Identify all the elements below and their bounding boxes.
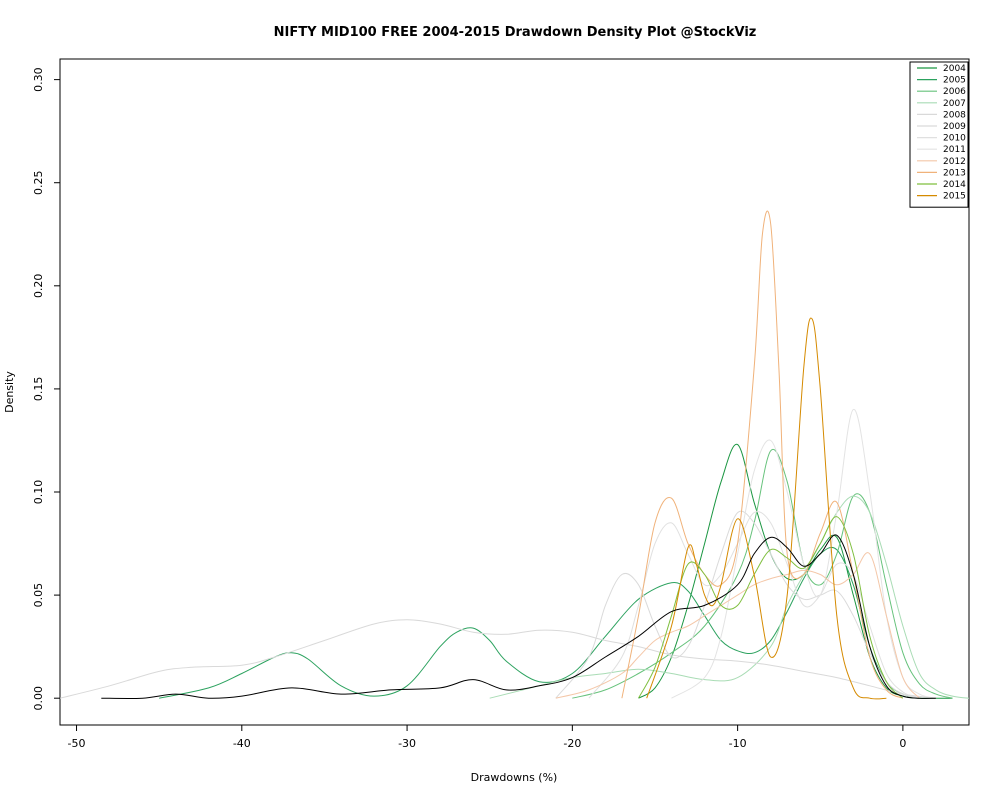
density-curve-2008 [59, 619, 936, 699]
legend-label: 2014 [943, 180, 966, 190]
y-tick-label: 0.00 [32, 686, 45, 711]
x-tick-label: -40 [233, 737, 251, 750]
legend-label: 2005 [943, 76, 966, 86]
legend-label: 2011 [943, 145, 966, 155]
x-axis: -50 -40 -30 -20 -10 0 [68, 725, 906, 750]
density-curve-2015 [646, 317, 887, 700]
density-curve-2012 [555, 552, 920, 699]
legend-label: 2013 [943, 168, 966, 178]
legend-label: 2008 [943, 110, 966, 120]
legend-label: 2006 [943, 87, 966, 97]
x-tick-label: -30 [398, 737, 416, 750]
x-axis-label: Drawdowns (%) [471, 771, 558, 784]
density-curve-overall [101, 534, 936, 700]
y-tick-label: 0.15 [32, 377, 45, 402]
density-curve-2013 [621, 210, 904, 699]
density-curve-2014 [638, 516, 904, 699]
x-tick-label: 0 [899, 737, 906, 750]
legend-label: 2007 [943, 99, 966, 109]
y-tick-label: 0.20 [32, 274, 45, 299]
density-curves [59, 210, 970, 700]
legend-label: 2004 [943, 64, 966, 74]
legend-label: 2009 [943, 122, 966, 132]
density-curve-2010 [588, 511, 920, 699]
y-tick-label: 0.25 [32, 170, 45, 195]
y-axis: 0.00 0.05 0.10 0.15 0.20 0.25 0.30 [32, 67, 60, 710]
density-curve-2009 [555, 510, 920, 699]
y-axis-label: Density [3, 371, 16, 413]
legend-box [909, 61, 969, 208]
x-tick-label: -10 [729, 737, 747, 750]
x-tick-label: -50 [68, 737, 86, 750]
chart-title: NIFTY MID100 FREE 2004-2015 Drawdown Den… [274, 25, 757, 40]
legend-label: 2010 [943, 134, 966, 144]
plot-area [59, 58, 970, 726]
y-tick-label: 0.30 [32, 67, 45, 92]
legend-label: 2012 [943, 157, 966, 167]
x-tick-label: -20 [563, 737, 581, 750]
y-tick-label: 0.10 [32, 480, 45, 505]
legend-label: 2015 [943, 192, 966, 202]
density-curve-2005 [159, 546, 920, 699]
density-curve-2011 [671, 408, 937, 699]
y-tick-label: 0.05 [32, 583, 45, 608]
